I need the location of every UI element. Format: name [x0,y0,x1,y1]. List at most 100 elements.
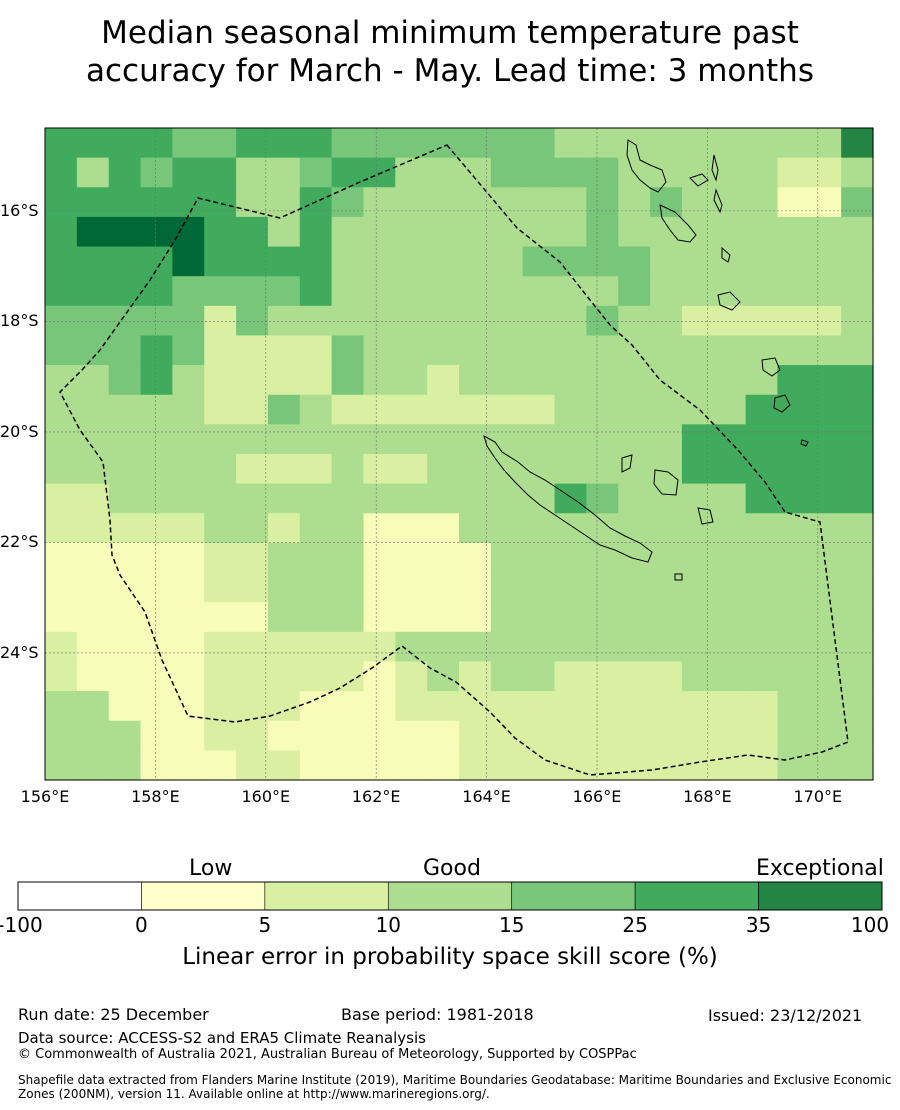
grid-cell [236,483,269,514]
grid-cell [395,424,428,455]
grid-cell [140,335,173,366]
grid-cell [395,602,428,633]
grid-cell [618,513,651,544]
grid-cell [267,720,301,751]
grid-cell [45,157,78,188]
grid-cell [299,631,333,663]
grid-cell [522,424,556,455]
grid-cell [331,542,365,574]
grid-cell [650,128,683,159]
grid-cell [777,750,810,781]
grid-cell [490,750,524,781]
grid-cell [45,424,78,455]
grid-cell [618,542,651,574]
grid-cell [522,631,556,663]
grid-cell [427,513,460,544]
grid-cell [236,305,269,337]
grid-cell [522,454,556,485]
grid-cell [713,602,747,633]
grid-cell [267,305,301,337]
grid-cell [681,750,715,781]
grid-cell [745,691,779,722]
grid-cell [331,128,365,159]
grid-cell [172,394,205,425]
run-date: Run date: 25 December [18,1005,209,1024]
grid-cell [108,483,142,514]
grid-cell [618,572,651,603]
grid-cell [618,483,651,514]
grid-cell [554,720,587,751]
grid-cell [363,631,396,663]
grid-cell [809,483,842,514]
grid-cell [713,750,747,781]
grid-cell [809,454,842,485]
grid-cell [745,276,779,307]
grid-cell [490,691,524,722]
grid-cell [172,720,205,751]
grid-cell [331,305,365,337]
grid-cell [713,513,747,544]
grid-cell [745,157,779,188]
grid-cell [140,691,173,722]
grid-cell [681,335,715,366]
grid-cell [777,542,810,574]
grid-cell [76,305,110,337]
grid-cell [777,572,810,603]
grid-cell [299,335,333,366]
grid-cell [777,661,810,692]
grid-cell [45,216,78,248]
grid-cell [681,305,715,337]
grid-cell [45,661,78,692]
grid-cell [267,631,301,663]
grid-cell [363,246,396,277]
grid-cell [777,276,810,307]
grid-cell [586,542,619,574]
grid-cell [522,128,556,159]
grid-cell [363,483,396,514]
grid-cell [554,750,587,781]
grid-cell [331,246,365,277]
grid-cell [681,394,715,425]
grid-cell [76,720,110,751]
grid-cell [427,305,460,337]
grid-cell [650,394,683,425]
grid-cell [618,187,651,218]
grid-cell [267,394,301,425]
grid-cell [140,216,173,248]
grid-cell [236,157,269,188]
grid-cell [267,602,301,633]
grid-cell [236,187,269,218]
grid-cell [618,246,651,277]
grid-cell [267,513,301,544]
grid-cell [554,128,587,159]
colorbar-label: Linear error in probability space skill … [182,944,718,970]
grid-cell [681,365,715,396]
grid-cell [777,602,810,633]
grid-cell [618,750,651,781]
grid-cell [45,483,78,514]
grid-cell [459,631,492,663]
grid-cell [809,216,842,248]
grid-cell [363,394,396,425]
grid-cell [681,187,715,218]
grid-cell [108,187,142,218]
grid-cell [809,246,842,277]
grid-cell [395,542,428,574]
grid-cell [204,720,237,751]
grid-cell [427,246,460,277]
grid-cell [713,157,747,188]
grid-cell [236,542,269,574]
grid-cell [76,631,110,663]
grid-cell [841,750,874,781]
grid-cell [299,454,333,485]
grid-cell [841,513,874,544]
grid-cell [395,128,428,159]
grid-cell [172,750,205,781]
grid-cell [809,276,842,307]
grid-cell [745,631,779,663]
grid-cell [45,335,78,366]
grid-cell [745,394,779,425]
grid-cell [236,720,269,751]
grid-cell [459,365,492,396]
grid-cell [331,276,365,307]
